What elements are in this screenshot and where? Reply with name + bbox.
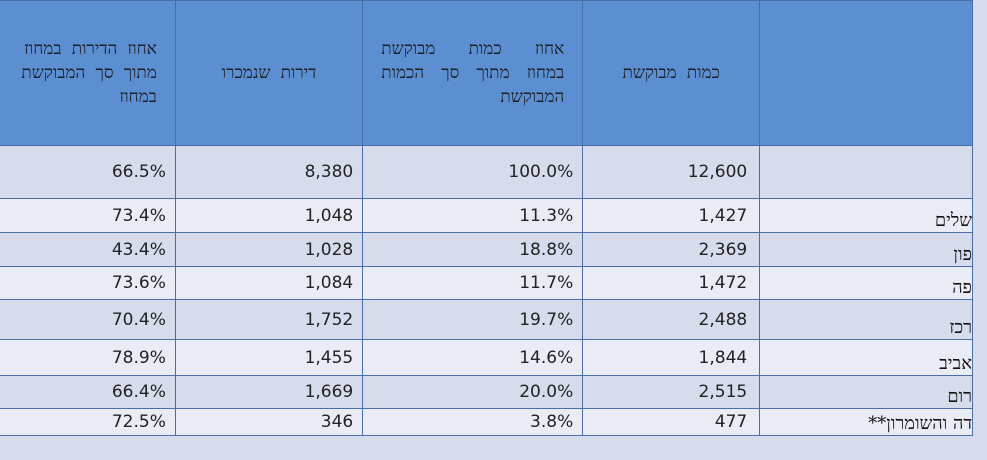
cell-pct-sold: 73.6% (0, 266, 176, 300)
table-row: 70.4% 1,752 19.7% 2,488 רכז (0, 299, 973, 340)
cell-district: רכז (759, 299, 973, 340)
cell-sold: 1,455 (174, 339, 364, 376)
cell-requested: 1,427 (582, 198, 761, 233)
table-row: 66.4% 1,669 20.0% 2,515 רום (0, 375, 973, 409)
cell-pct-requested: 11.7% (362, 266, 584, 300)
cell-district: רום (759, 375, 973, 409)
cell-pct-sold: 66.4% (0, 375, 176, 409)
table-row: 72.5% 346 3.8% 477 דה והשומרון** (0, 408, 973, 436)
cell-pct-sold: 73.4% (0, 198, 176, 233)
cell-sold: 346 (174, 408, 364, 436)
cell-district: שלים (759, 198, 973, 233)
cell-requested: 1,472 (582, 266, 761, 300)
header-requested-quantity: כמות מבוקשת (582, 0, 761, 146)
cell-district: פה (759, 266, 973, 300)
cell-district: פון (759, 232, 973, 267)
cell-pct-requested: 3.8% (362, 408, 584, 436)
cell-sold: 1,752 (174, 299, 364, 340)
cell-district (759, 145, 973, 199)
cell-sold: 8,380 (174, 145, 364, 199)
cell-district: דה והשומרון** (759, 408, 973, 436)
cell-requested: 2,488 (582, 299, 761, 340)
table-row: 73.6% 1,084 11.7% 1,472 פה (0, 266, 973, 300)
header-apartments-sold: דירות שנמכרו (174, 0, 364, 146)
cell-requested: 477 (582, 408, 761, 436)
cell-pct-requested: 20.0% (362, 375, 584, 409)
header-pct-sold-in-district: אחוז הדירות במחוז מתוך סך המבוקשת במחוז (0, 0, 176, 146)
housing-lottery-table: אחוז הדירות במחוז מתוך סך המבוקשת במחוז … (0, 0, 973, 436)
cell-district: אביב (759, 339, 973, 376)
header-row: אחוז הדירות במחוז מתוך סך המבוקשת במחוז … (0, 0, 973, 146)
cell-pct-requested: 100.0% (362, 145, 584, 199)
cell-requested: 2,369 (582, 232, 761, 267)
cell-pct-sold: 78.9% (0, 339, 176, 376)
table-row: 73.4% 1,048 11.3% 1,427 שלים (0, 198, 973, 233)
table-row-total: 66.5% 8,380 100.0% 12,600 (0, 145, 973, 199)
table-row: 78.9% 1,455 14.6% 1,844 אביב (0, 339, 973, 376)
cell-requested: 12,600 (582, 145, 761, 199)
cell-requested: 2,515 (582, 375, 761, 409)
header-district (759, 0, 973, 146)
header-pct-requested-of-total: אחוז כמות מבוקשת במחוז מתוך סך הכמות המב… (362, 0, 584, 146)
cell-requested: 1,844 (582, 339, 761, 376)
cell-pct-sold: 70.4% (0, 299, 176, 340)
cell-pct-sold: 43.4% (0, 232, 176, 267)
cell-pct-requested: 11.3% (362, 198, 584, 233)
cell-sold: 1,669 (174, 375, 364, 409)
cell-sold: 1,048 (174, 198, 364, 233)
table-row: 43.4% 1,028 18.8% 2,369 פון (0, 232, 973, 267)
cell-pct-requested: 14.6% (362, 339, 584, 376)
cell-sold: 1,084 (174, 266, 364, 300)
cell-pct-requested: 19.7% (362, 299, 584, 340)
cell-pct-requested: 18.8% (362, 232, 584, 267)
cell-pct-sold: 72.5% (0, 408, 176, 436)
cell-sold: 1,028 (174, 232, 364, 267)
cell-pct-sold: 66.5% (0, 145, 176, 199)
